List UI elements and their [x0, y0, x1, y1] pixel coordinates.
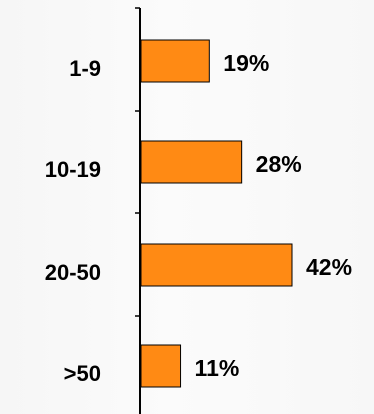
value-label: 11%: [195, 355, 240, 381]
bar: [140, 243, 293, 287]
bars-group: [140, 39, 293, 388]
category-label: 20-50: [45, 260, 101, 285]
labels-group: 1-9 19% 10-19 28% 20-50 42% >50 11%: [45, 50, 352, 386]
category-label: 1-9: [69, 56, 101, 81]
value-label: 42%: [306, 254, 352, 280]
category-label: >50: [64, 361, 101, 386]
bar: [140, 140, 243, 184]
value-label: 28%: [256, 151, 302, 177]
bar: [140, 39, 210, 83]
category-label: 10-19: [45, 157, 101, 182]
value-label: 19%: [223, 50, 269, 76]
bar: [140, 344, 182, 388]
